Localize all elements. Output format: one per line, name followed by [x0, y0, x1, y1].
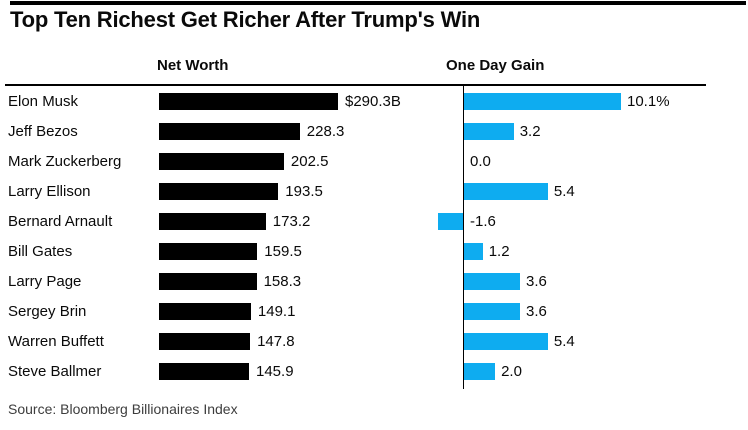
chart-row: Steve Ballmer 145.9 2.0 — [0, 357, 748, 387]
chart-row: Sergey Brin 149.1 3.6 — [0, 297, 748, 327]
net-worth-bar — [159, 183, 279, 200]
chart-row: Mark Zuckerberg 202.5 0.0 — [0, 147, 748, 177]
gain-value: -1.6 — [470, 213, 496, 230]
net-worth-value: $290.3B — [345, 93, 401, 110]
net-worth-bar — [159, 363, 249, 380]
net-worth-value: 202.5 — [290, 153, 329, 170]
chart-row: Elon Musk $290.3B 10.1% — [0, 87, 748, 117]
gain-value: 3.6 — [526, 303, 547, 320]
net-worth-bar — [159, 153, 284, 170]
person-name: Steve Ballmer — [8, 363, 102, 380]
person-name: Jeff Bezos — [8, 123, 78, 140]
chart-row: Jeff Bezos 228.3 3.2 — [0, 117, 748, 147]
gain-value: 5.4 — [553, 333, 575, 350]
gain-bar — [464, 303, 520, 320]
chart-row: Bill Gates 159.5 1.2 — [0, 237, 748, 267]
top-rule — [10, 1, 746, 5]
net-worth-value: 228.3 — [306, 123, 345, 140]
net-worth-bar — [159, 123, 300, 140]
net-worth-value: 149.1 — [257, 303, 296, 320]
gain-zero-baseline — [463, 86, 464, 389]
net-worth-value: 159.5 — [264, 243, 302, 260]
net-worth-value: 193.5 — [285, 183, 323, 200]
gain-value: 10.1% — [627, 93, 670, 110]
net-worth-bar — [159, 303, 251, 320]
gain-bar — [464, 183, 548, 200]
source-note: Source: Bloomberg Billionaires Index — [8, 401, 238, 417]
gain-bar — [464, 363, 496, 380]
person-name: Bernard Arnault — [8, 213, 113, 230]
column-header-net-worth: Net Worth — [157, 57, 229, 74]
person-name: Elon Musk — [8, 93, 79, 110]
gain-value: 5.4 — [553, 183, 575, 200]
gain-value: 1.2 — [488, 243, 510, 260]
chart-rows: Elon Musk $290.3B 10.1% Jeff Bezos 228.3… — [0, 87, 748, 387]
gain-bar — [464, 93, 621, 110]
net-worth-value: 145.9 — [256, 363, 294, 380]
gain-value: 3.6 — [526, 273, 547, 290]
net-worth-bar — [159, 273, 257, 290]
gain-bar — [464, 123, 514, 140]
person-name: Bill Gates — [8, 243, 73, 260]
net-worth-value: 173.2 — [272, 213, 311, 230]
gain-value: 0.0 — [470, 153, 491, 170]
net-worth-bar — [159, 243, 258, 260]
net-worth-bar — [159, 213, 266, 230]
gain-bar — [464, 243, 483, 260]
person-name: Larry Page — [8, 273, 82, 290]
net-worth-bar — [159, 93, 338, 110]
chart-row: Warren Buffett 147.8 5.4 — [0, 327, 748, 357]
person-name: Sergey Brin — [8, 303, 87, 320]
person-name: Larry Ellison — [8, 183, 91, 200]
chart-title: Top Ten Richest Get Richer After Trump's… — [10, 7, 481, 32]
gain-bar — [464, 273, 520, 290]
gain-bar — [464, 333, 548, 350]
chart-row: Larry Page 158.3 3.6 — [0, 267, 748, 297]
gain-value: 3.2 — [519, 123, 541, 140]
net-worth-value: 158.3 — [263, 273, 302, 290]
gain-value: 2.0 — [501, 363, 522, 380]
person-name: Warren Buffett — [8, 333, 104, 350]
chart-row: Bernard Arnault 173.2 -1.6 — [0, 207, 748, 237]
gain-bar — [438, 213, 463, 230]
chart-row: Larry Ellison 193.5 5.4 — [0, 177, 748, 207]
person-name: Mark Zuckerberg — [8, 153, 122, 170]
net-worth-value: 147.8 — [257, 333, 295, 350]
column-header-one-day-gain: One Day Gain — [446, 57, 545, 74]
net-worth-bar — [159, 333, 251, 350]
header-divider — [5, 84, 706, 86]
